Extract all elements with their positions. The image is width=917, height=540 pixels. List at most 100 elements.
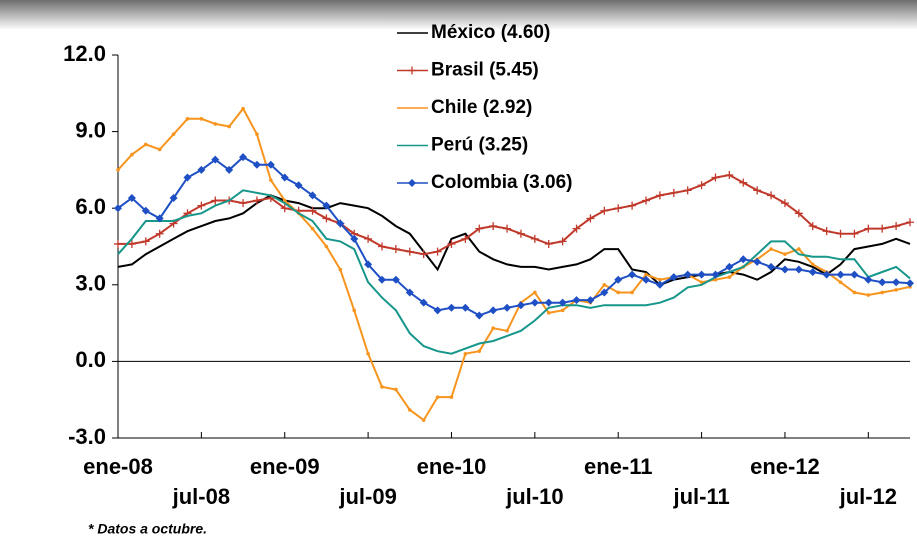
marker [644,272,648,277]
marker [282,198,287,203]
marker [836,229,845,238]
x-tick-label: ene-10 [417,454,487,479]
marker [711,173,720,182]
marker [350,234,359,243]
marker [308,191,317,200]
series-line [117,106,911,422]
marker [419,298,428,307]
marker [767,191,776,200]
marker [352,308,357,313]
marker [489,222,498,231]
legend-label: Chile (2.92) [431,97,532,118]
marker [753,257,762,266]
marker [699,280,704,285]
marker [822,227,831,236]
marker [185,117,190,121]
marker [433,247,442,256]
marker [711,270,720,279]
marker [211,155,220,164]
marker [727,275,732,279]
marker [683,270,692,279]
marker [586,296,595,305]
x-tick-label: ene-09 [250,454,320,479]
marker [739,255,748,264]
y-tick-label: -3.0 [68,424,106,449]
marker [505,328,509,333]
marker [783,252,787,256]
marker [894,288,898,292]
marker [266,160,275,169]
marker [197,165,206,174]
x-tick-label: jul-09 [338,484,396,509]
x-tick-label: ene-12 [750,454,820,479]
marker [141,206,150,215]
marker [116,168,120,172]
marker [239,199,248,208]
marker [797,247,801,251]
marker [642,275,650,284]
marker [269,178,273,182]
marker [141,237,150,246]
marker [544,298,553,307]
y-tick-label: 0.0 [75,347,106,372]
series-line [117,189,911,355]
marker [475,311,484,320]
marker [324,244,329,249]
marker [878,278,887,287]
marker [127,193,136,202]
marker [725,262,734,271]
marker [461,234,470,243]
marker [600,206,609,215]
marker [199,117,204,121]
marker [546,311,551,315]
marker [114,204,122,213]
marker [252,196,261,205]
marker [600,288,609,297]
marker [658,277,662,282]
marker [503,303,512,312]
marker [391,275,400,284]
marker [683,186,692,195]
marker [241,106,245,111]
marker [183,173,192,182]
marker [503,224,512,233]
marker [642,196,650,205]
marker [780,265,789,274]
series-line [118,173,911,256]
marker [225,165,234,174]
marker [616,290,621,295]
marker [810,262,815,267]
marker [322,214,331,223]
marker [255,132,259,136]
marker [586,214,595,223]
marker [310,226,315,231]
marker [127,239,136,248]
marker [713,277,718,282]
marker [602,283,607,287]
legend-label: Perú (3.25) [431,135,528,156]
marker [852,290,857,295]
legend-label: Brasil (5.45) [431,60,539,81]
marker [114,239,122,248]
marker [477,349,482,353]
marker [419,250,428,259]
legend-label: Colombia (3.06) [431,172,572,193]
x-tick-label: ene-11 [584,454,653,479]
marker [725,171,734,180]
marker [630,290,634,295]
marker [447,239,456,248]
marker [489,306,498,315]
marker [197,201,206,210]
marker [391,245,400,254]
y-tick-label: 6.0 [75,194,106,219]
marker [906,279,914,288]
x-tick-label: jul-12 [839,484,897,509]
marker [294,181,303,190]
y-tick-label: 12.0 [63,41,106,66]
marker [558,237,567,246]
series-line [117,194,911,286]
frame-top [0,0,917,30]
marker [906,218,914,227]
marker [878,224,887,233]
